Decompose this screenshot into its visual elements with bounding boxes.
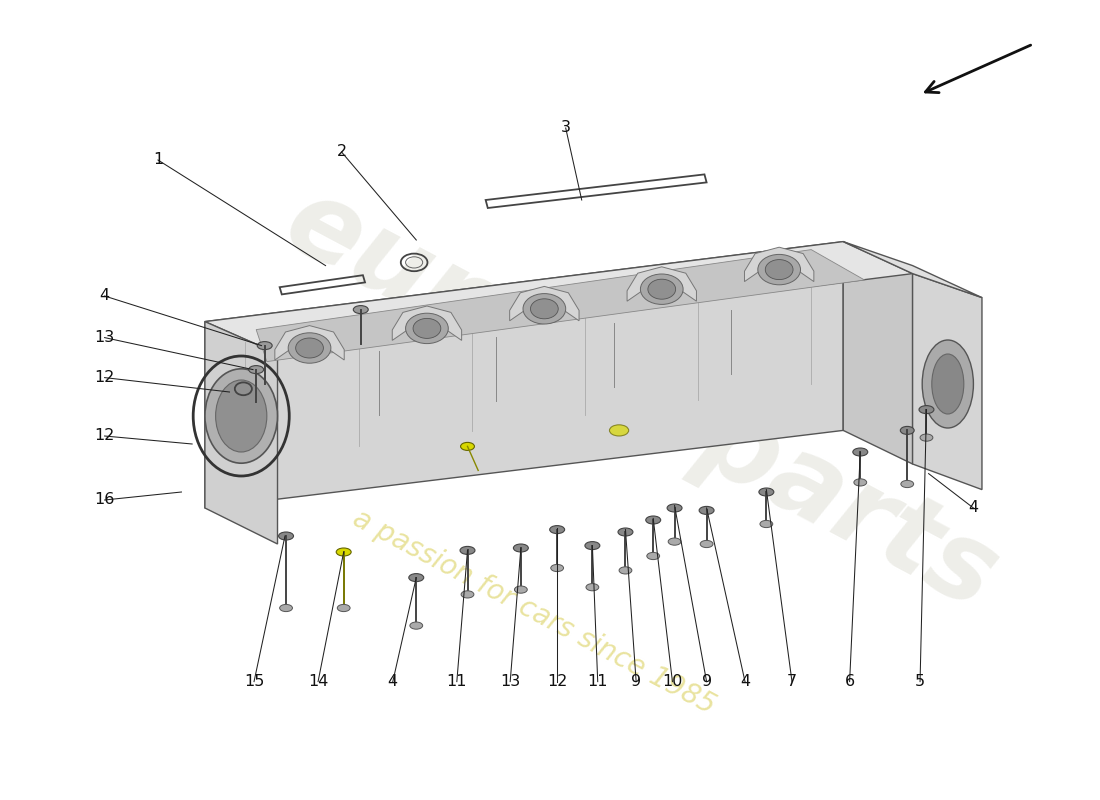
Text: eurocarparts: eurocarparts: [267, 168, 1014, 632]
Ellipse shape: [522, 294, 565, 324]
Ellipse shape: [338, 605, 350, 611]
Ellipse shape: [551, 565, 563, 571]
Polygon shape: [627, 266, 696, 301]
Ellipse shape: [766, 259, 793, 280]
Text: 4: 4: [740, 674, 750, 689]
Ellipse shape: [550, 526, 564, 534]
Ellipse shape: [530, 298, 558, 318]
Ellipse shape: [406, 313, 449, 344]
Polygon shape: [913, 274, 982, 490]
Polygon shape: [205, 322, 277, 544]
Ellipse shape: [854, 478, 867, 486]
Ellipse shape: [216, 380, 267, 452]
Ellipse shape: [647, 552, 660, 560]
Ellipse shape: [758, 254, 801, 285]
Ellipse shape: [353, 306, 369, 314]
Ellipse shape: [700, 506, 714, 514]
Text: 12: 12: [547, 674, 568, 689]
Ellipse shape: [640, 274, 683, 304]
Polygon shape: [205, 242, 844, 508]
Text: 6: 6: [845, 674, 855, 689]
Text: 3: 3: [561, 121, 571, 135]
Ellipse shape: [205, 369, 277, 463]
Polygon shape: [256, 250, 865, 362]
Ellipse shape: [852, 448, 868, 456]
Text: 16: 16: [95, 493, 114, 507]
Text: 10: 10: [662, 674, 683, 689]
Ellipse shape: [760, 520, 773, 528]
Text: 13: 13: [95, 330, 114, 345]
Polygon shape: [205, 242, 913, 354]
Text: 1: 1: [153, 153, 163, 167]
Ellipse shape: [918, 406, 934, 414]
Text: 14: 14: [308, 674, 328, 689]
Ellipse shape: [257, 342, 272, 350]
Ellipse shape: [514, 544, 528, 552]
Ellipse shape: [920, 434, 933, 442]
Ellipse shape: [296, 338, 323, 358]
Polygon shape: [844, 242, 913, 464]
Ellipse shape: [460, 546, 475, 554]
Ellipse shape: [609, 425, 629, 436]
Polygon shape: [745, 247, 814, 282]
Ellipse shape: [646, 516, 661, 524]
Text: 4: 4: [99, 289, 110, 303]
Ellipse shape: [901, 480, 914, 488]
Text: 2: 2: [337, 145, 346, 159]
Ellipse shape: [279, 605, 293, 611]
Ellipse shape: [585, 542, 600, 550]
Text: 4: 4: [968, 501, 979, 515]
Ellipse shape: [461, 590, 474, 598]
Ellipse shape: [249, 366, 264, 374]
Ellipse shape: [586, 584, 598, 590]
Ellipse shape: [900, 426, 914, 434]
Text: 13: 13: [500, 674, 520, 689]
Ellipse shape: [409, 574, 424, 582]
Text: 9: 9: [702, 674, 712, 689]
Text: 12: 12: [95, 370, 114, 385]
Ellipse shape: [759, 488, 773, 496]
Polygon shape: [275, 326, 344, 360]
Ellipse shape: [288, 333, 331, 363]
Text: 7: 7: [786, 674, 798, 689]
Ellipse shape: [619, 566, 631, 574]
Ellipse shape: [337, 548, 351, 556]
Ellipse shape: [414, 318, 441, 338]
Ellipse shape: [932, 354, 964, 414]
Ellipse shape: [922, 340, 974, 428]
Ellipse shape: [668, 538, 681, 546]
Text: 5: 5: [915, 674, 925, 689]
Ellipse shape: [618, 528, 632, 536]
Text: 12: 12: [95, 429, 114, 443]
Text: 9: 9: [631, 674, 641, 689]
Ellipse shape: [410, 622, 422, 629]
Text: a passion for cars since 1985: a passion for cars since 1985: [348, 504, 719, 720]
Polygon shape: [844, 242, 982, 298]
Ellipse shape: [648, 279, 675, 299]
Polygon shape: [509, 286, 579, 321]
Ellipse shape: [701, 541, 713, 547]
Ellipse shape: [667, 504, 682, 512]
Ellipse shape: [461, 442, 474, 450]
Text: 15: 15: [244, 674, 264, 689]
Ellipse shape: [278, 532, 294, 540]
Ellipse shape: [515, 586, 527, 594]
Text: 11: 11: [447, 674, 468, 689]
Polygon shape: [393, 306, 462, 341]
Text: 11: 11: [587, 674, 608, 689]
Text: 4: 4: [387, 674, 398, 689]
